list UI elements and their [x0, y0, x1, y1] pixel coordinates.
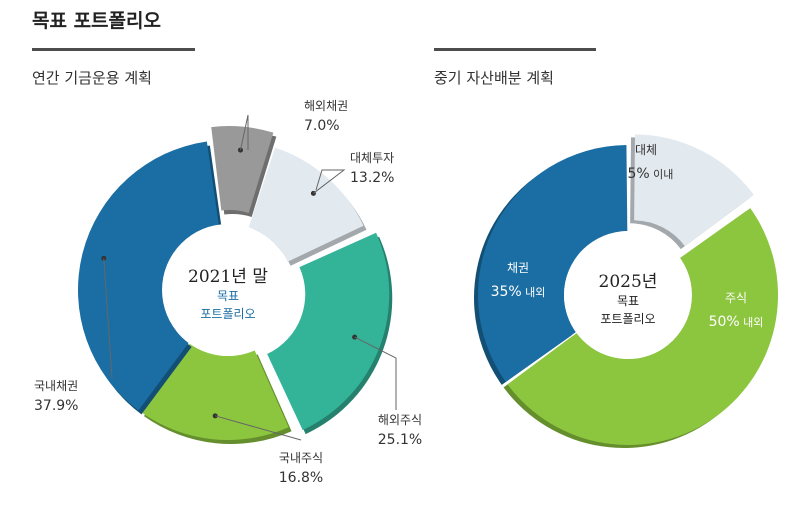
slice-leader-0	[239, 114, 249, 151]
slice-label-2: 해외주식	[378, 413, 422, 427]
slice-leader-2	[354, 336, 397, 410]
slice-label-1: 대체투자	[350, 151, 394, 165]
slice-leader-4	[103, 258, 113, 379]
mid-slice-value-2: 35% 내외	[491, 284, 546, 300]
center-hole	[162, 224, 294, 356]
mid-slice-group-0	[630, 134, 754, 250]
mid-center-sub2: 포트폴리오	[600, 312, 655, 326]
slice-group-4	[77, 141, 222, 415]
mid-slice-2	[477, 145, 628, 382]
mid-center-hole	[564, 231, 692, 359]
slice-3	[140, 343, 289, 441]
center-sub2: 포트폴리오	[200, 307, 255, 321]
center-sub1: 목표	[217, 289, 239, 303]
right-chart-subtitle: 중기 자산배분 계획	[434, 69, 554, 87]
slice-1	[248, 147, 364, 262]
center-title: 2021년 말	[188, 267, 268, 287]
slice-0	[211, 126, 274, 213]
slice-group-3	[140, 343, 292, 444]
mid-slice-group-1	[503, 208, 778, 448]
slice-leader-3	[215, 415, 302, 441]
mid-slice-0	[634, 134, 754, 247]
mid-slice-value-0: 15% 이내	[619, 166, 674, 182]
left-title-rule	[32, 48, 195, 51]
slice-value-4: 37.9%	[34, 398, 78, 414]
slice-value-3: 16.8%	[279, 470, 323, 486]
slice-label-3: 국내주식	[279, 451, 323, 465]
mid-slice-label-0: 대체	[635, 143, 657, 157]
slice-label-0: 해외채권	[304, 99, 348, 113]
mid-slice-label-2: 채권	[507, 261, 529, 275]
slice-value-1: 13.2%	[350, 170, 394, 186]
mid-slice-label-1: 주식	[725, 291, 747, 305]
page-title: 목표 포트폴리오	[32, 10, 161, 32]
left-chart-subtitle: 연간 기금운용 계획	[32, 69, 152, 87]
mid-slice-1	[507, 208, 778, 445]
slice-2	[267, 232, 390, 431]
slice-value-2: 25.1%	[378, 432, 422, 448]
right-title-rule	[434, 48, 596, 51]
slice-leader-1	[313, 169, 346, 194]
slice-label-4: 국내채권	[34, 379, 78, 393]
slice-4	[77, 141, 219, 411]
mid-slice-value-1: 50% 내외	[709, 314, 764, 330]
slice-group-1	[248, 147, 367, 266]
mid-center-title: 2025년	[599, 272, 658, 292]
slice-group-0	[211, 126, 277, 217]
slice-group-2	[267, 232, 393, 435]
slice-value-0: 7.0%	[304, 118, 340, 134]
mid-center-sub1: 목표	[617, 294, 639, 308]
mid-slice-group-2	[473, 145, 628, 385]
